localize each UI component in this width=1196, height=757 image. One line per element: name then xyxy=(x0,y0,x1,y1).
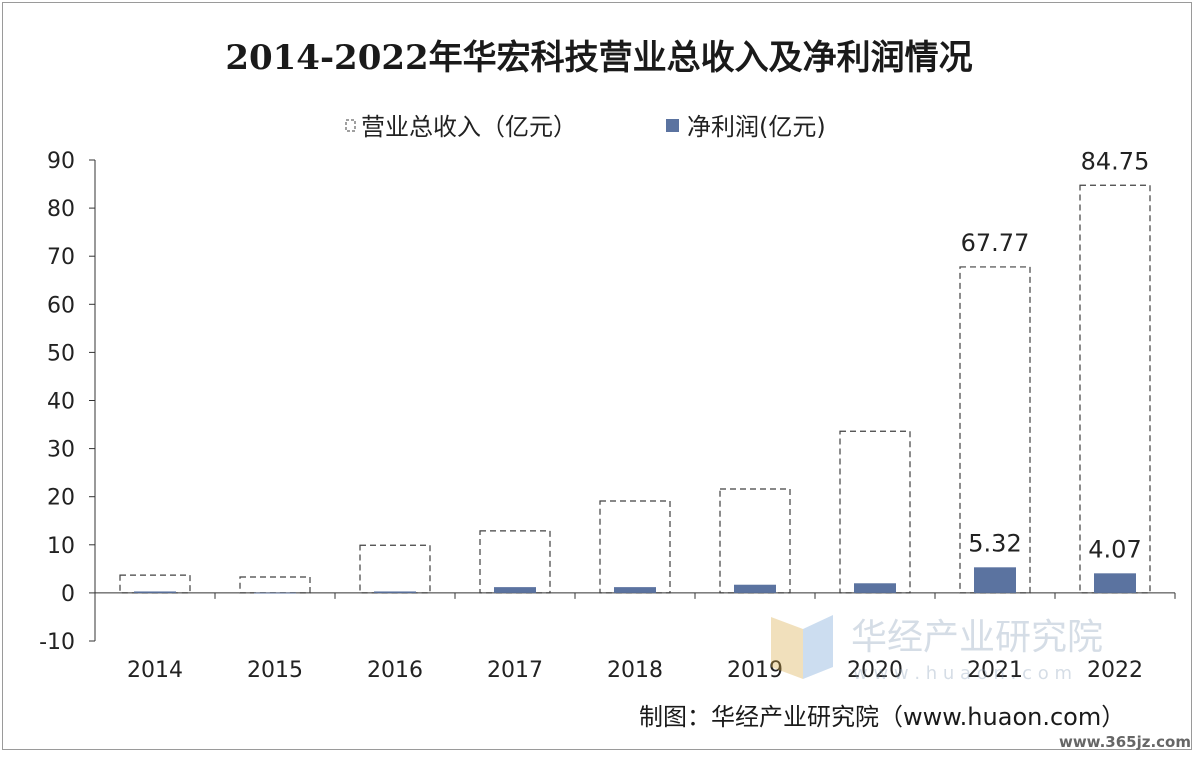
bar-net-profit-2015 xyxy=(254,592,296,594)
data-label-revenue-2022: 84.75 xyxy=(1081,147,1150,175)
source-note: 制图：华经产业研究院（www.huaon.com） xyxy=(639,703,1125,731)
data-label-net-profit-2021: 5.32 xyxy=(968,529,1021,557)
x-tick-label-2016: 2016 xyxy=(367,658,423,683)
watermark-url: w w w . h u a o n . c o m xyxy=(853,663,1072,684)
bar-net-profit-2017 xyxy=(494,587,536,593)
watermark-logo-icon xyxy=(771,617,803,679)
watermark-logo-icon-right xyxy=(803,615,833,679)
y-tick-label: 40 xyxy=(47,390,75,415)
data-label-net-profit-2022: 4.07 xyxy=(1088,535,1141,563)
bar-revenue-2019 xyxy=(719,488,791,594)
x-tick-label-2019: 2019 xyxy=(727,658,783,683)
bar-net-profit-2020 xyxy=(854,583,896,593)
y-tick-label: 70 xyxy=(47,245,75,270)
bar-net-profit-2021 xyxy=(974,567,1016,593)
x-tick-label-2018: 2018 xyxy=(607,658,663,683)
bar-revenue-2017 xyxy=(479,530,551,594)
y-tick-label: 80 xyxy=(47,197,75,222)
legend-swatch-revenue xyxy=(345,119,356,132)
bar-revenue-2021 xyxy=(959,266,1031,594)
x-tick-label-2022: 2022 xyxy=(1087,658,1143,683)
watermark: 华经产业研究院 w w w . h u a o n . c o m xyxy=(771,615,1103,684)
y-tick-label: 0 xyxy=(61,582,75,607)
bar-revenue-2020 xyxy=(839,430,911,594)
legend: 营业总收入（亿元） 净利润(亿元) xyxy=(345,113,826,141)
data-label-revenue-2021: 67.77 xyxy=(961,229,1030,257)
bar-chart: 2014-2022年华宏科技营业总收入及净利润情况 营业总收入（亿元） 净利润(… xyxy=(39,38,1191,751)
x-tick-label-2021: 2021 xyxy=(967,658,1023,683)
legend-swatch-net-profit xyxy=(666,119,679,132)
x-tick-label-2017: 2017 xyxy=(487,658,543,683)
bar-revenue-2016 xyxy=(359,544,431,594)
legend-label-net-profit: 净利润(亿元) xyxy=(687,113,826,141)
x-tick-label-2020: 2020 xyxy=(847,658,903,683)
bar-net-profit-2022 xyxy=(1094,573,1136,593)
x-tick-label-2015: 2015 xyxy=(247,658,303,683)
y-tick-label: 30 xyxy=(47,438,75,463)
y-tick-label: 50 xyxy=(47,341,75,366)
y-tick-label: 20 xyxy=(47,486,75,511)
y-tick-label: 60 xyxy=(47,293,75,318)
site-mark: www.365jz.com xyxy=(1059,733,1191,751)
chart-title: 2014-2022年华宏科技营业总收入及净利润情况 xyxy=(225,38,972,78)
bar-revenue-2014 xyxy=(119,574,191,594)
bar-net-profit-2019 xyxy=(734,584,776,593)
y-tick-label: 10 xyxy=(47,534,75,559)
bar-net-profit-2018 xyxy=(614,587,656,593)
bar-net-profit-2016 xyxy=(374,591,416,593)
bar-revenue-2022 xyxy=(1079,184,1151,594)
bar-revenue-2015 xyxy=(239,576,311,594)
y-axis-ticks: 90 80 70 60 50 40 30 20 10 0 -10 xyxy=(39,149,95,655)
y-tick-label: 90 xyxy=(47,149,75,174)
watermark-text: 华经产业研究院 xyxy=(851,617,1103,658)
bar-net-profit-2014 xyxy=(134,591,176,593)
bars: 67.77 5.32 84.75 4.07 xyxy=(119,147,1151,594)
x-axis-ticks: 2014 2015 2016 2017 2018 2019 2020 2021 2022 xyxy=(127,658,1143,683)
legend-label-revenue: 营业总收入（亿元） xyxy=(361,113,577,141)
y-tick-label: -10 xyxy=(39,630,75,655)
bar-revenue-2018 xyxy=(599,500,671,594)
x-tick-label-2014: 2014 xyxy=(127,658,183,683)
